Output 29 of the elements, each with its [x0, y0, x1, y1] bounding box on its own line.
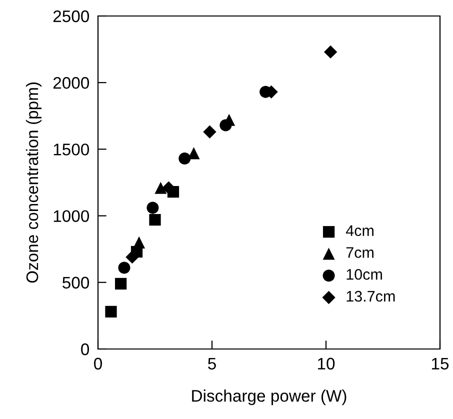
x-tick-label: 0 — [94, 358, 102, 370]
point — [133, 236, 146, 248]
x-tick-label: 5 — [208, 358, 216, 370]
y-axis-title: Ozone concentration (ppm) — [26, 82, 42, 283]
point — [162, 181, 176, 194]
y-tick-label: 2000 — [53, 77, 90, 89]
x-tick-label: 10 — [318, 358, 335, 370]
y-tick-label: 0 — [81, 343, 90, 356]
point — [324, 45, 338, 59]
y-tick-label: 2500 — [53, 10, 90, 22]
legend-label: 4cm — [346, 225, 374, 236]
point — [220, 119, 232, 132]
point — [178, 152, 191, 165]
point — [149, 214, 161, 226]
point — [203, 125, 216, 138]
point — [105, 306, 117, 318]
legend-label: 10cm — [346, 268, 382, 280]
point — [154, 182, 167, 194]
point — [118, 262, 130, 274]
point — [126, 250, 139, 264]
legend-label: 7cm — [346, 247, 374, 258]
y-tick-label: 500 — [62, 276, 90, 289]
x-tick-label: 15 — [432, 358, 449, 370]
x-axis-title: Discharge power (W) — [192, 390, 346, 406]
point — [114, 278, 127, 290]
legend-label: 13.7cm — [346, 290, 395, 302]
y-tick-label: 1500 — [54, 144, 90, 156]
y-tick-label: 1000 — [54, 210, 90, 222]
point — [146, 202, 159, 214]
